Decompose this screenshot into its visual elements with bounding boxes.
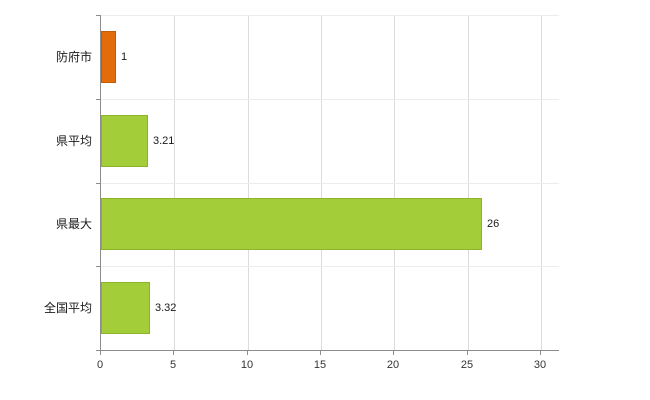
plot-area: 1 3.21 26 3.32: [100, 15, 559, 351]
x-tick-mark: [393, 351, 394, 355]
x-tick-label: 30: [533, 359, 547, 371]
y-tick-mark: [96, 350, 100, 351]
band-separator-line: [101, 183, 559, 184]
x-tick-mark: [467, 351, 468, 355]
x-tick-mark: [247, 351, 248, 355]
bar: [101, 282, 150, 334]
gridline: [541, 15, 542, 350]
gridline: [394, 15, 396, 350]
category-label: 防府市: [55, 50, 92, 64]
y-tick-mark: [96, 266, 100, 267]
gridline: [321, 15, 322, 350]
x-tick-label: 0: [96, 359, 104, 371]
value-label: 26: [487, 218, 500, 230]
value-label: 3.21: [153, 135, 175, 147]
band-separator-line: [101, 266, 559, 267]
x-tick-mark: [320, 351, 321, 355]
y-tick-mark: [96, 15, 100, 16]
bar: [101, 115, 148, 167]
x-tick-label: 20: [386, 359, 400, 371]
x-tick-mark: [100, 351, 101, 355]
category-label: 県最大: [55, 217, 92, 231]
gridline: [467, 15, 469, 350]
x-tick-mark: [173, 351, 174, 355]
bar: [101, 198, 482, 250]
category-label: 県平均: [55, 134, 92, 148]
y-tick-mark: [96, 99, 100, 100]
x-tick-mark: [540, 351, 541, 355]
x-tick-label: 10: [240, 359, 254, 371]
value-label: 3.32: [155, 302, 177, 314]
band-separator-line: [101, 99, 559, 100]
category-label: 全国平均: [43, 301, 92, 315]
x-tick-label: 15: [313, 359, 327, 371]
bar: [101, 31, 116, 83]
x-tick-label: 25: [460, 359, 474, 371]
x-tick-label: 5: [169, 359, 177, 371]
gridline: [247, 15, 249, 350]
y-tick-mark: [96, 183, 100, 184]
value-label: 1: [121, 51, 128, 63]
gridline: [174, 15, 176, 350]
band-separator-line: [101, 15, 559, 16]
